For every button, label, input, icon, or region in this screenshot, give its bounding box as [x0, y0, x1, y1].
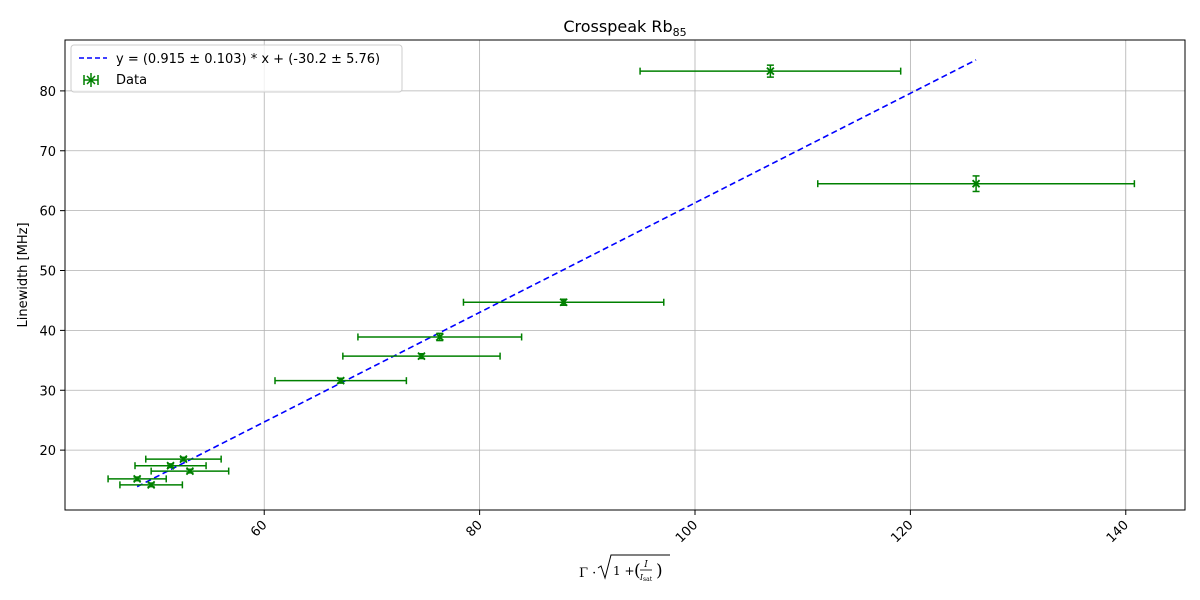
- x-label-one-plus: 1 +: [613, 564, 635, 578]
- chart-title-subscript: 85: [673, 26, 687, 39]
- data-point: [462, 298, 665, 307]
- x-axis-label: Γ · 1 + ( I Isat ): [579, 554, 670, 583]
- x-marker: [133, 474, 142, 484]
- data-point: [817, 175, 1136, 193]
- x-label-numerator: I: [643, 560, 648, 570]
- grid: [65, 40, 1185, 510]
- x-marker: [971, 179, 981, 188]
- legend-fit-label: y = (0.915 ± 0.103) * x + (-30.2 ± 5.76): [116, 52, 380, 67]
- data-point: [274, 376, 408, 385]
- data-layer: [107, 64, 1136, 489]
- chart-title-main: Crosspeak Rb: [563, 17, 672, 36]
- x-marker: [766, 66, 775, 76]
- chart-title: Crosspeak Rb85: [563, 17, 686, 39]
- data-point: [639, 64, 902, 78]
- data-point: [357, 332, 523, 342]
- x-label-paren-open: (: [634, 561, 641, 581]
- legend-data-swatch: [83, 73, 99, 87]
- y-tick-label: 50: [39, 265, 56, 280]
- y-tick-label: 40: [39, 324, 56, 339]
- y-tick-label: 60: [39, 205, 56, 220]
- y-tick-label: 70: [39, 145, 56, 160]
- y-axis-ticks: 20 30 40 50 60 70 80: [39, 85, 65, 459]
- x-label-denominator: Isat: [639, 573, 653, 583]
- x-marker: [179, 454, 188, 464]
- legend-data-label: Data: [116, 73, 147, 88]
- x-marker: [166, 461, 175, 470]
- data-point: [119, 480, 184, 489]
- fit-line-layer: [136, 59, 977, 488]
- data-point: [134, 461, 207, 470]
- x-marker: [559, 298, 568, 307]
- y-axis-label: Linewidth [MHz]: [16, 222, 31, 327]
- x-label-paren-close: ): [656, 561, 663, 581]
- x-marker: [147, 480, 156, 489]
- y-tick-label: 20: [39, 444, 56, 459]
- legend-box: [70, 44, 403, 93]
- y-tick-label: 80: [39, 85, 56, 100]
- x-marker: [417, 351, 426, 361]
- x-label-gamma: Γ ·: [579, 566, 596, 581]
- data-point: [150, 466, 230, 476]
- x-marker: [435, 332, 444, 342]
- x-label-sqrt-sign: [597, 554, 670, 580]
- fit-line: [136, 59, 977, 488]
- data-point: [342, 351, 501, 361]
- y-tick-label: 30: [39, 384, 56, 399]
- plot-area-frame: [64, 39, 1186, 511]
- data-point: [145, 454, 222, 464]
- x-marker: [185, 466, 195, 476]
- data-point: [107, 474, 167, 484]
- x-marker: [336, 376, 345, 385]
- legend: y = (0.915 ± 0.103) * x + (-30.2 ± 5.76)…: [70, 44, 403, 93]
